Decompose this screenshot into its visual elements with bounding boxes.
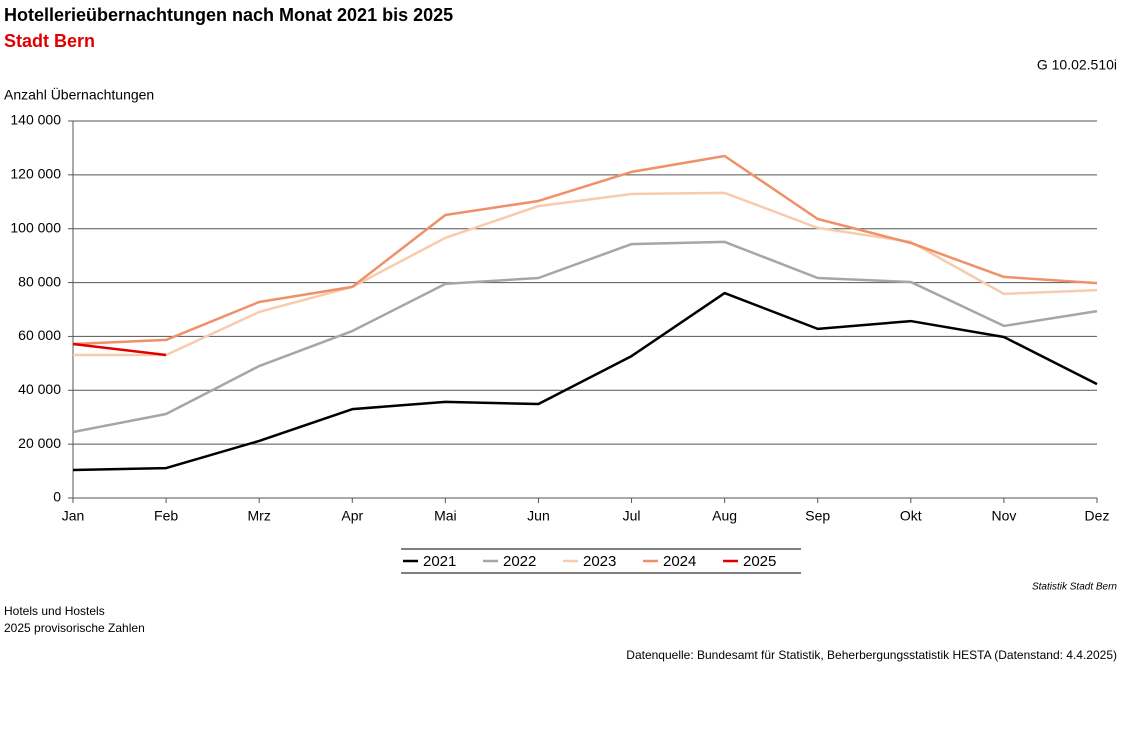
note: Hotels und Hostels bbox=[4, 604, 105, 618]
chart-subtitle: Stadt Bern bbox=[4, 31, 95, 51]
y-tick-label: 140 000 bbox=[10, 112, 61, 128]
y-tick-label: 60 000 bbox=[18, 327, 61, 343]
x-tick-label: Apr bbox=[341, 508, 363, 524]
series-line bbox=[72, 291, 1098, 472]
x-tick-label: Feb bbox=[154, 508, 178, 524]
chart-title: Hotellerieübernachtungen nach Monat 2021… bbox=[4, 5, 453, 25]
series-line bbox=[72, 240, 1098, 434]
series-line bbox=[72, 342, 167, 357]
x-tick-label: Okt bbox=[900, 508, 922, 524]
y-tick-label: 100 000 bbox=[10, 219, 61, 235]
source: Datenquelle: Bundesamt für Statistik, Be… bbox=[626, 648, 1117, 662]
publisher: Statistik Stadt Bern bbox=[1032, 582, 1117, 593]
y-tick-label: 20 000 bbox=[18, 435, 61, 451]
x-tick-label: Mrz bbox=[248, 508, 271, 524]
y-axis-label: Anzahl Übernachtungen bbox=[4, 86, 154, 103]
note: 2025 provisorische Zahlen bbox=[4, 621, 145, 635]
x-tick-label: Jan bbox=[62, 508, 85, 524]
legend-label: 2022 bbox=[503, 553, 536, 570]
x-tick-label: Aug bbox=[712, 508, 737, 524]
legend-label: 2025 bbox=[743, 553, 776, 570]
legend-label: 2021 bbox=[423, 553, 456, 570]
y-tick-label: 80 000 bbox=[18, 273, 61, 289]
series-line bbox=[72, 154, 1098, 346]
x-tick-label: Mai bbox=[434, 508, 457, 524]
legend-label: 2024 bbox=[663, 553, 696, 570]
x-tick-label: Jul bbox=[623, 508, 641, 524]
y-tick-label: 40 000 bbox=[18, 381, 61, 397]
x-tick-label: Jun bbox=[527, 508, 550, 524]
x-tick-label: Sep bbox=[805, 508, 830, 524]
chart-code: G 10.02.510i bbox=[1037, 57, 1117, 73]
legend-label: 2023 bbox=[583, 553, 616, 570]
x-tick-label: Nov bbox=[991, 508, 1016, 524]
series-line bbox=[73, 191, 1098, 357]
y-tick-label: 0 bbox=[53, 489, 61, 505]
y-tick-label: 120 000 bbox=[10, 166, 61, 182]
x-tick-label: Dez bbox=[1085, 508, 1110, 524]
